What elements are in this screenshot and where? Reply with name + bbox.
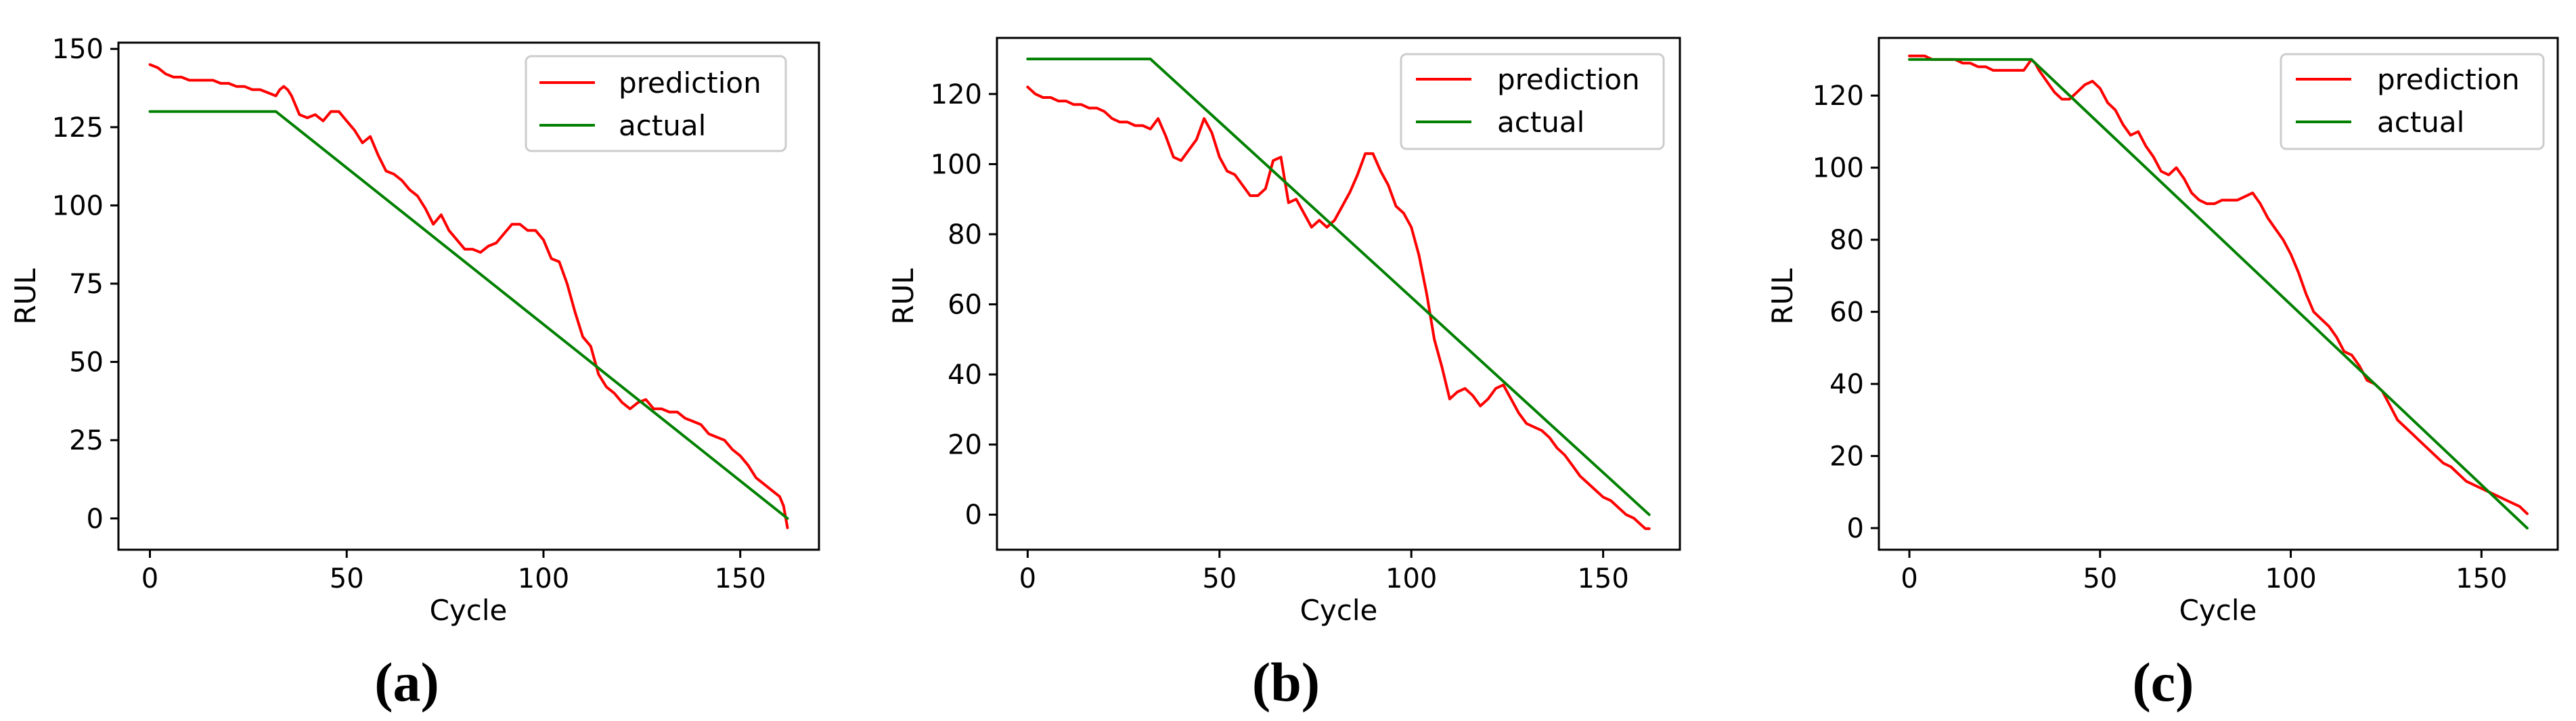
y-tick-label-b-0: 0 xyxy=(965,500,982,531)
axes-frame-a xyxy=(117,41,820,551)
panel-label-b: (b) xyxy=(1252,651,1320,713)
legend-b: prediction actual xyxy=(1400,53,1665,150)
x-tick-label-c-0: 0 xyxy=(1901,563,1917,594)
x-tick-label-b-1: 50 xyxy=(1202,563,1237,594)
x-tick-label-a-2: 100 xyxy=(518,563,569,594)
y-tick-label-c-2: 40 xyxy=(1829,369,1864,400)
y-tick-label-b-4: 80 xyxy=(948,219,982,250)
plot-area-c xyxy=(1878,37,2559,551)
y-axis-label-a: RUL xyxy=(9,268,42,325)
panel-label-c: (c) xyxy=(2132,651,2194,713)
series-line-actual-c xyxy=(1908,58,2529,530)
series-line-prediction-a xyxy=(148,63,789,529)
x-axis-label-c: Cycle xyxy=(2179,594,2257,627)
x-tick-label-c-3: 150 xyxy=(2456,563,2507,594)
y-tick-label-a-0: 0 xyxy=(87,504,104,535)
legend-c: prediction actual xyxy=(2280,53,2545,150)
x-tick-label-a-0: 0 xyxy=(141,563,158,594)
legend-label-prediction-b: prediction xyxy=(1497,63,1640,96)
legend-label-actual-a: actual xyxy=(619,109,706,142)
chart-c: 0 50 100 150 0 20 40 60 80 100 120 Cycle RUL predi… xyxy=(1766,37,2559,713)
x-tick-label-c-1: 50 xyxy=(2083,563,2117,594)
series-line-actual-a xyxy=(148,110,789,520)
marks-c xyxy=(1908,54,2529,530)
chart-b: 0 50 100 150 0 20 40 60 80 100 120 Cycle RUL predi… xyxy=(887,37,1681,713)
y-tick-label-a-1: 25 xyxy=(69,425,104,456)
y-tick-label-c-5: 100 xyxy=(1813,153,1864,184)
legend-label-prediction-c: prediction xyxy=(2377,63,2520,96)
y-tick-label-a-2: 50 xyxy=(69,347,104,378)
series-line-actual-b xyxy=(1026,58,1651,517)
y-tick-label-b-1: 20 xyxy=(948,430,982,461)
series-line-prediction-c xyxy=(1908,54,2529,515)
y-tick-label-c-4: 80 xyxy=(1829,225,1864,256)
y-tick-label-c-6: 120 xyxy=(1813,81,1864,112)
marks-a xyxy=(148,63,789,529)
ticks-c: 0 50 100 150 0 20 40 60 80 100 120 xyxy=(1813,81,2508,594)
y-tick-label-c-0: 0 xyxy=(1847,513,1864,544)
x-tick-label-b-0: 0 xyxy=(1019,563,1036,594)
x-axis-label-a: Cycle xyxy=(430,594,508,627)
series-line-prediction-b xyxy=(1026,85,1651,530)
x-tick-label-b-2: 100 xyxy=(1385,563,1437,594)
y-tick-label-b-5: 100 xyxy=(931,149,982,180)
plot-area-b xyxy=(996,37,1681,551)
legend-label-prediction-a: prediction xyxy=(619,66,761,100)
y-tick-label-a-3: 75 xyxy=(69,269,104,300)
y-tick-label-c-1: 20 xyxy=(1829,441,1864,473)
x-axis-label-b: Cycle xyxy=(1300,594,1378,627)
ticks-b: 0 50 100 150 0 20 40 60 80 100 120 xyxy=(931,79,1629,594)
y-axis-label-b: RUL xyxy=(887,268,920,325)
axes-frame-c xyxy=(1878,37,2559,551)
y-tick-label-a-5: 125 xyxy=(52,112,104,144)
plot-area-a xyxy=(117,41,820,551)
x-tick-label-b-3: 150 xyxy=(1577,563,1628,594)
ticks-a: 0 50 100 150 0 25 50 75 100 125 150 xyxy=(52,34,766,594)
chart-a: 0 50 100 150 0 25 50 75 100 125 150 Cycle RUL pred… xyxy=(9,34,820,713)
y-tick-label-c-3: 60 xyxy=(1829,297,1864,328)
legend-label-actual-c: actual xyxy=(2377,106,2464,139)
legend-box-a xyxy=(525,55,787,152)
y-axis-label-c: RUL xyxy=(1766,268,1799,325)
y-tick-label-b-2: 40 xyxy=(948,359,982,391)
y-tick-label-b-6: 120 xyxy=(931,79,982,110)
legend-a: prediction actual xyxy=(525,55,787,152)
y-tick-label-a-4: 100 xyxy=(52,190,104,221)
y-tick-label-b-3: 60 xyxy=(948,290,982,321)
panel-label-a: (a) xyxy=(374,651,439,713)
x-tick-label-c-2: 100 xyxy=(2265,563,2316,594)
x-tick-label-a-1: 50 xyxy=(330,563,364,594)
x-tick-label-a-3: 150 xyxy=(715,563,766,594)
marks-b xyxy=(1026,58,1651,530)
legend-label-actual-b: actual xyxy=(1497,106,1584,139)
y-tick-label-a-6: 150 xyxy=(52,34,104,65)
axes-frame-b xyxy=(996,37,1681,551)
